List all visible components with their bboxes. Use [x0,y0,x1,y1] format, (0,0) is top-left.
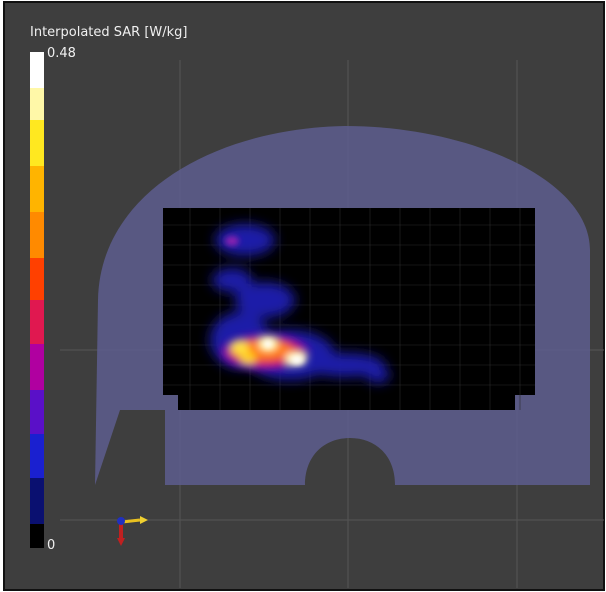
sar-heatmap [210,224,390,383]
colorbar-max-label: 0.48 [47,46,76,61]
colorbar-min-label: 0 [47,538,55,553]
axis-gizmo [117,516,148,546]
colorbar-title: Interpolated SAR [W/kg] [30,25,188,40]
colorbar [30,52,44,548]
